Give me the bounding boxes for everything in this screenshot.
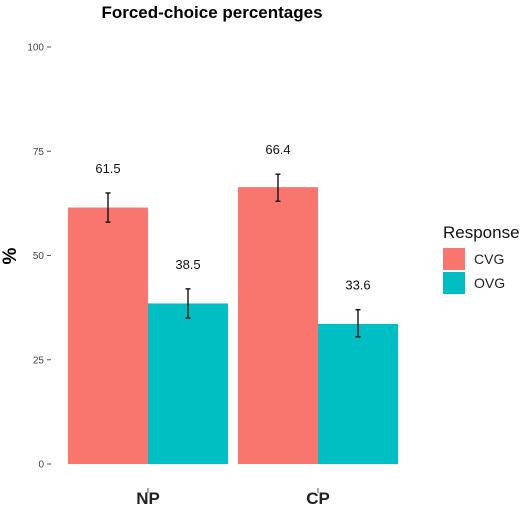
y-tick-label: 0 — [38, 460, 44, 471]
legend: Response CVG OVG — [443, 223, 520, 294]
data-label: 61.5 — [95, 161, 120, 176]
y-axis: 0 25 50 75 100 — [27, 43, 51, 471]
y-tick-label: 50 — [33, 251, 45, 262]
bars-group: 61.5 38.5 66.4 33.6 — [68, 142, 398, 465]
bar-cvg-np — [68, 207, 148, 465]
y-axis-label: % — [0, 247, 21, 264]
x-tick-label-cp: CP — [306, 489, 330, 508]
y-tick-label: 75 — [33, 147, 45, 158]
bar-ovg-np — [148, 303, 228, 464]
data-label: 38.5 — [175, 257, 200, 272]
legend-label-cvg: CVG — [474, 251, 504, 267]
y-tick-label: 100 — [27, 43, 44, 54]
legend-swatch-ovg — [443, 272, 465, 294]
y-tick-label: 25 — [33, 355, 45, 366]
bar-ovg-cp — [318, 323, 398, 464]
bar-cvg-cp — [238, 187, 318, 464]
x-tick-label-np: NP — [136, 489, 160, 508]
x-axis: NP CP — [136, 488, 330, 508]
legend-label-ovg: OVG — [474, 275, 505, 291]
data-label: 66.4 — [265, 142, 290, 157]
legend-title: Response — [443, 223, 520, 242]
data-label: 33.6 — [345, 278, 370, 293]
legend-swatch-cvg — [443, 248, 465, 270]
chart-title: Forced-choice percentages — [101, 3, 322, 22]
